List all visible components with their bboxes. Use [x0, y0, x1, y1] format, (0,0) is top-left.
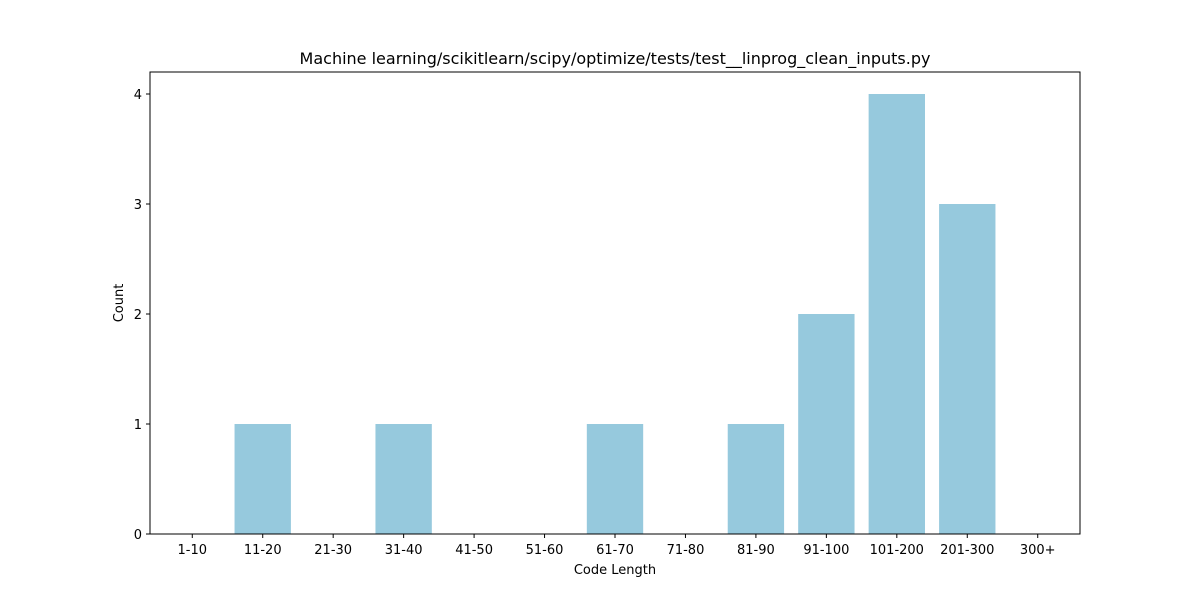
y-axis: 0 1 2 3 4 [134, 88, 150, 543]
x-tick-label: 51-60 [526, 543, 564, 558]
bar-201-300 [939, 204, 996, 534]
x-axis: 1-10 11-20 21-30 31-40 41-50 51-60 61-70 71-80 8… [178, 534, 1056, 558]
x-tick-label: 71-80 [667, 543, 705, 558]
y-tick-label: 1 [134, 418, 142, 433]
y-tick-label: 0 [134, 528, 142, 543]
y-tick-label: 2 [134, 308, 142, 323]
bar-31-40 [375, 424, 432, 534]
x-tick-label: 41-50 [455, 543, 493, 558]
x-tick-label: 11-20 [244, 543, 282, 558]
y-axis-label: Count [112, 284, 127, 323]
x-tick-label: 61-70 [596, 543, 634, 558]
chart-title: Machine learning/scikitlearn/scipy/optim… [300, 49, 931, 69]
x-tick-label: 1-10 [178, 543, 208, 558]
x-tick-label: 81-90 [737, 543, 775, 558]
x-tick-label: 31-40 [385, 543, 423, 558]
bar-61-70 [586, 424, 644, 534]
bar-11-20 [234, 424, 291, 534]
x-tick-label: 21-30 [314, 543, 352, 558]
bars-layer [234, 94, 996, 534]
x-tick-label: 300+ [1020, 543, 1056, 558]
y-tick-label: 3 [134, 198, 142, 213]
y-tick-label: 4 [134, 88, 142, 103]
bar-101-200 [868, 94, 925, 534]
x-tick-label: 91-100 [803, 543, 849, 558]
x-tick-label: 101-200 [870, 543, 924, 558]
bar-81-90 [727, 424, 785, 534]
x-axis-label: Code Length [574, 563, 656, 578]
x-tick-label: 201-300 [940, 543, 994, 558]
bar-91-100 [798, 314, 855, 534]
plot-frame [149, 71, 1081, 535]
